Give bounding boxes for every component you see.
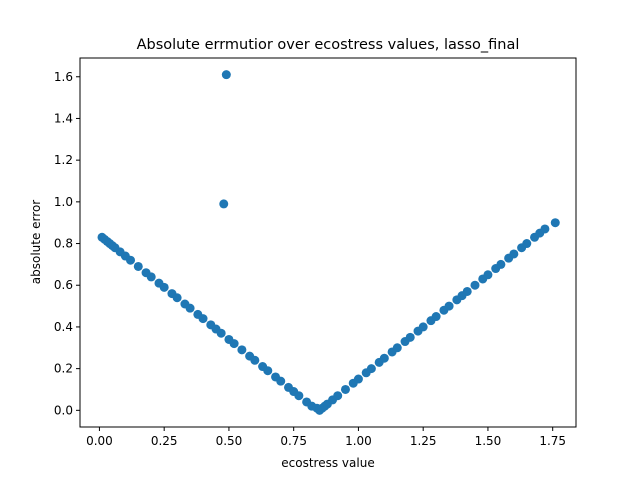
data-point: [146, 272, 156, 282]
y-tick-label: 1.0: [54, 195, 73, 209]
data-point: [431, 312, 441, 322]
x-tick-label: 0.50: [216, 434, 243, 448]
data-points: [97, 70, 560, 415]
data-point: [294, 391, 304, 401]
x-tick-label: 1.25: [410, 434, 437, 448]
x-axis-ticks: 0.00 0.25 0.50 0.75 1.00 1.25 1.50 1.75: [86, 427, 566, 448]
data-point: [172, 293, 182, 303]
data-point: [550, 218, 560, 228]
data-point: [333, 391, 343, 401]
data-point: [221, 70, 231, 80]
data-point: [216, 328, 226, 338]
y-tick-label: 0.2: [54, 362, 73, 376]
data-point: [276, 376, 286, 386]
y-tick-label: 1.6: [54, 70, 73, 84]
y-tick-label: 0.4: [54, 320, 73, 334]
y-tick-label: 0.8: [54, 237, 73, 251]
data-point: [219, 199, 229, 209]
x-tick-label: 0.25: [151, 434, 178, 448]
data-point: [522, 239, 532, 249]
x-tick-label: 0.75: [280, 434, 307, 448]
plot-frame: [79, 57, 577, 428]
data-point: [405, 332, 415, 342]
x-axis-label: ecostress value: [281, 456, 374, 470]
data-point: [353, 374, 363, 384]
data-point: [250, 355, 260, 365]
data-point: [462, 286, 472, 296]
data-point: [444, 301, 454, 311]
data-point: [198, 314, 208, 324]
data-point: [159, 282, 169, 292]
y-axis-label: absolute error: [29, 200, 43, 285]
data-point: [483, 270, 493, 280]
data-point: [470, 280, 480, 290]
data-point: [496, 259, 506, 269]
data-point: [379, 353, 389, 363]
data-point: [340, 384, 350, 394]
data-point: [392, 343, 402, 353]
data-point: [126, 255, 136, 265]
data-point: [540, 224, 550, 234]
y-axis-ticks: 0.0 0.2 0.4 0.6 0.8 1.0 1.2 1.4 1.6: [54, 70, 80, 417]
data-point: [418, 322, 428, 332]
data-point: [229, 339, 239, 349]
y-tick-label: 1.4: [54, 111, 73, 125]
data-point: [263, 366, 273, 376]
y-tick-label: 0.6: [54, 278, 73, 292]
x-tick-label: 0.00: [86, 434, 113, 448]
x-tick-label: 1.75: [539, 434, 566, 448]
data-point: [237, 345, 247, 355]
data-point: [509, 249, 519, 259]
x-tick-label: 1.00: [345, 434, 372, 448]
data-point: [366, 364, 376, 374]
data-point: [185, 303, 195, 313]
x-tick-label: 1.50: [475, 434, 502, 448]
y-tick-label: 0.0: [54, 403, 73, 417]
chart-title: Absolute errmutior over ecostress values…: [137, 37, 520, 53]
data-point: [133, 261, 143, 271]
y-tick-label: 1.2: [54, 153, 73, 167]
